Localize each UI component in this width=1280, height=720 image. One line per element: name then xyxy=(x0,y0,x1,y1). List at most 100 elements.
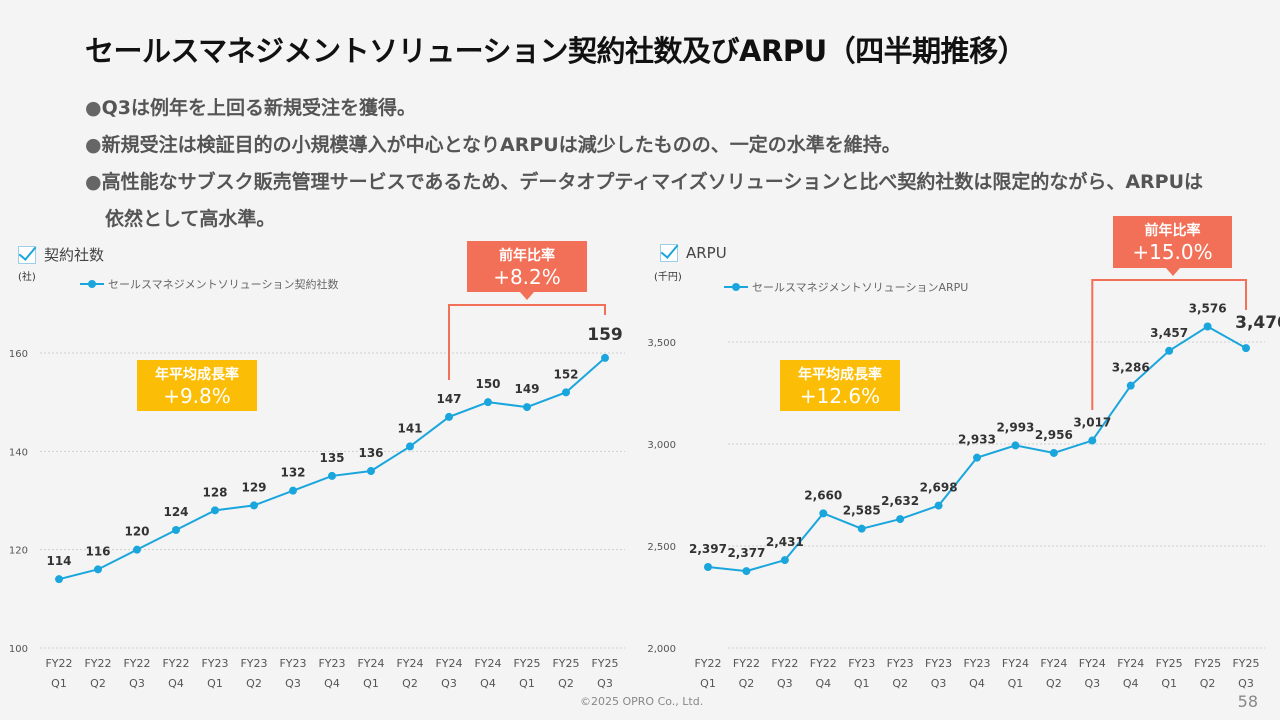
yoy-box: 前年比率 +15.0% xyxy=(1113,216,1232,276)
data-label: 2,956 xyxy=(1035,428,1073,442)
x-tick-label: Q2 xyxy=(892,677,908,690)
x-tick-label: FY24 xyxy=(435,657,462,670)
x-tick-label: Q1 xyxy=(1161,677,1177,690)
data-point xyxy=(1203,322,1212,331)
data-point xyxy=(1126,381,1135,390)
data-point xyxy=(211,506,219,515)
bullet-text: 新規受注は検証目的の小規模導入が中心となりARPUは減少したものの、一定の水準を… xyxy=(101,134,901,156)
x-tick-label: Q1 xyxy=(363,677,379,690)
data-label: 159 xyxy=(587,325,623,345)
checkbox-icon xyxy=(18,245,36,264)
legend-marker-icon xyxy=(724,283,748,291)
legend-label: セールスマネジメントソリューションARPU xyxy=(752,281,969,294)
data-label: 149 xyxy=(514,382,539,396)
data-point xyxy=(172,526,180,534)
x-tick-label: FY23 xyxy=(925,657,952,670)
x-tick-label: Q4 xyxy=(1123,677,1139,690)
yoy-box: 前年比率 +8.2% xyxy=(467,241,587,300)
data-label: 141 xyxy=(397,421,422,435)
x-tick-label: Q1 xyxy=(1008,677,1024,690)
y-tick-label: 160 xyxy=(9,349,28,360)
data-label: 124 xyxy=(163,505,188,519)
yoy-bracket xyxy=(448,304,606,380)
x-tick-label: FY25 xyxy=(513,657,540,670)
x-tick-label: FY22 xyxy=(771,657,798,670)
data-label: 129 xyxy=(241,480,266,494)
chart-title-text: 契約社数 xyxy=(44,246,105,264)
y-tick-label: 2,000 xyxy=(647,644,676,655)
x-tick-label: FY25 xyxy=(1194,657,1221,670)
data-point xyxy=(857,524,866,533)
data-label: 2,933 xyxy=(958,433,996,447)
data-label: 3,017 xyxy=(1073,416,1111,430)
data-label: 2,377 xyxy=(727,546,765,560)
data-label: 3,470 xyxy=(1235,313,1280,333)
x-tick-label: Q1 xyxy=(207,677,223,690)
data-label: 132 xyxy=(280,466,305,480)
yoy-label: 前年比率 xyxy=(1144,223,1201,239)
x-tick-label: FY23 xyxy=(201,657,228,670)
x-tick-label: FY25 xyxy=(552,657,579,670)
y-unit: (社) xyxy=(18,272,36,283)
x-tick-label: Q2 xyxy=(1200,677,1216,690)
yoy-bracket xyxy=(1091,279,1248,410)
data-point xyxy=(289,486,297,495)
x-tick-label: Q4 xyxy=(815,677,831,690)
data-point xyxy=(742,567,751,576)
x-tick-label: Q4 xyxy=(324,677,340,690)
data-point xyxy=(780,556,789,565)
legend-marker-icon xyxy=(80,280,104,288)
cagr-box: 年平均成長率 +9.8% xyxy=(137,360,257,411)
data-label: 2,431 xyxy=(766,535,804,549)
bullet-marker: ● xyxy=(85,134,102,156)
x-tick-label: FY23 xyxy=(318,657,345,670)
x-tick-label: Q2 xyxy=(246,677,262,690)
x-tick-label: FY25 xyxy=(591,657,618,670)
x-tick-label: FY22 xyxy=(733,657,760,670)
y-tick-label: 120 xyxy=(9,546,28,557)
data-point xyxy=(250,501,258,510)
x-tick-label: Q2 xyxy=(1046,677,1062,690)
x-tick-label: Q1 xyxy=(700,677,716,690)
x-tick-label: Q4 xyxy=(969,677,985,690)
data-point xyxy=(328,471,336,480)
x-tick-label: Q2 xyxy=(402,677,418,690)
legend: セールスマネジメントソリューションARPU xyxy=(724,279,968,295)
data-label: 150 xyxy=(475,377,500,391)
data-point xyxy=(1088,436,1097,445)
x-tick-label: FY24 xyxy=(1040,657,1067,670)
x-tick-label: Q3 xyxy=(285,677,301,690)
x-tick-label: Q4 xyxy=(480,677,496,690)
x-tick-label: FY22 xyxy=(45,657,72,670)
data-point xyxy=(445,412,453,421)
data-point xyxy=(1165,346,1174,355)
x-tick-label: Q2 xyxy=(558,677,574,690)
bullet-item: ●高性能なサブスク販売管理サービスであるため、データオプティマイズソリューション… xyxy=(85,164,1205,238)
cagr-box: 年平均成長率 +12.6% xyxy=(780,360,900,411)
data-label: 114 xyxy=(46,554,71,568)
data-label: 128 xyxy=(202,485,227,499)
x-tick-label: FY22 xyxy=(694,657,721,670)
x-tick-label: FY23 xyxy=(848,657,875,670)
x-tick-label: FY22 xyxy=(84,657,111,670)
data-label: 2,660 xyxy=(804,488,842,502)
bullet-marker: ● xyxy=(85,171,102,193)
data-point xyxy=(896,515,905,524)
x-tick-label: Q2 xyxy=(739,677,755,690)
cagr-label: 年平均成長率 xyxy=(798,367,882,383)
copyright: ©2025 OPRO Co., Ltd. xyxy=(580,695,704,708)
data-point xyxy=(819,509,828,518)
page-title: セールスマネジメントソリューション契約社数及びARPU（四半期推移） xyxy=(85,34,1027,68)
yoy-value: +8.2% xyxy=(493,265,561,289)
data-label: 120 xyxy=(124,525,149,539)
data-label: 2,397 xyxy=(689,542,727,556)
data-point xyxy=(601,353,609,362)
bullet-item: ●Q3は例年を上回る新規受注を獲得。 xyxy=(85,90,1205,127)
x-tick-label: Q2 xyxy=(90,677,106,690)
x-tick-label: Q3 xyxy=(931,677,947,690)
data-point xyxy=(406,442,414,451)
cagr-value: +9.8% xyxy=(163,384,231,408)
x-tick-label: Q1 xyxy=(854,677,870,690)
data-point xyxy=(1049,448,1058,457)
x-tick-label: FY23 xyxy=(279,657,306,670)
